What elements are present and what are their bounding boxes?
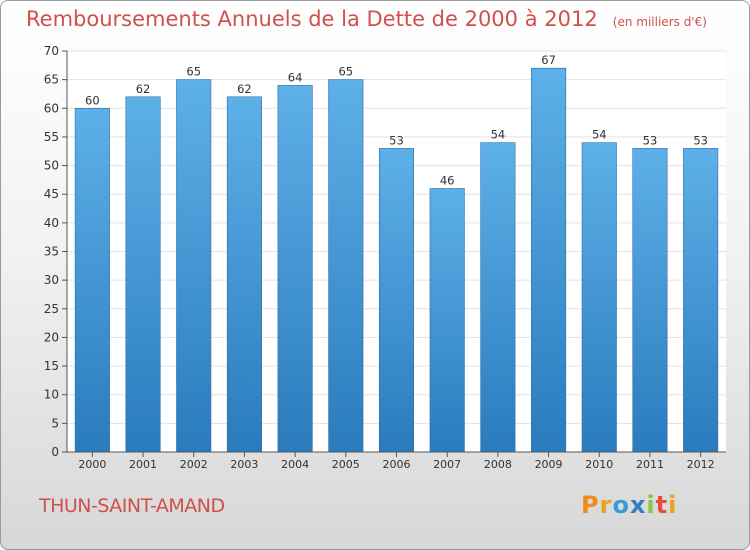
- logo-letter: i: [646, 491, 656, 519]
- bar-2005: [328, 79, 364, 453]
- x-tick-label: 2011: [636, 458, 664, 471]
- y-tick-label: 60: [44, 101, 59, 115]
- bars: [74, 67, 719, 453]
- y-tick-label: 25: [44, 302, 59, 316]
- y-tick-label: 20: [44, 330, 59, 344]
- commune-name: THUN-SAINT-AMAND: [39, 495, 225, 517]
- x-tick-label: 2006: [383, 458, 411, 471]
- bar-2011: [632, 148, 668, 453]
- y-tick-label: 10: [44, 388, 59, 402]
- bar-2003: [226, 96, 262, 453]
- bar-2009: [531, 67, 567, 453]
- bar-2008: [480, 142, 516, 453]
- proxiti-logo: Proxiti: [581, 491, 677, 519]
- logo-letter: r: [599, 491, 613, 519]
- value-label: 53: [389, 133, 404, 147]
- y-tick-label: 45: [44, 187, 59, 201]
- value-label: 67: [541, 53, 556, 67]
- title-row: Remboursements Annuels de la Dette de 20…: [26, 7, 707, 31]
- y-axis-ticks: 0 5 10 15 20 25 30 35 40 45 50 55 60 65 70: [44, 44, 67, 459]
- logo-letter: t: [655, 491, 669, 519]
- bar-2004: [277, 85, 313, 453]
- x-tick-label: 2012: [687, 458, 715, 471]
- logo-letter: o: [612, 491, 630, 519]
- value-label: 65: [186, 65, 201, 79]
- value-label: 65: [338, 65, 353, 79]
- x-tick-label: 2001: [129, 458, 157, 471]
- x-tick-label: 2004: [281, 458, 309, 471]
- value-label: 53: [643, 133, 658, 147]
- bar-2006: [378, 148, 415, 453]
- value-label: 64: [288, 70, 303, 84]
- x-tick-label: 2005: [332, 458, 360, 471]
- value-label: 53: [693, 133, 708, 147]
- bar-2012: [683, 148, 719, 453]
- y-tick-label: 50: [44, 159, 59, 173]
- bar-2001: [125, 96, 161, 453]
- value-label: 62: [237, 82, 252, 96]
- x-axis-ticks: 2000 2001 2002 2003 2004 2005 2006 2007 2008 2009…: [78, 452, 715, 471]
- x-tick-label: 2008: [484, 458, 512, 471]
- value-label: 54: [592, 128, 607, 142]
- y-tick-label: 15: [44, 359, 59, 373]
- value-label: 60: [85, 93, 100, 107]
- logo-letter: P: [581, 491, 600, 519]
- chart-subtitle: (en milliers d'€): [612, 15, 707, 29]
- y-tick-label: 35: [44, 245, 59, 259]
- x-tick-label: 2000: [78, 458, 106, 471]
- y-tick-label: 55: [44, 130, 59, 144]
- bar-2000: [74, 107, 110, 453]
- y-tick-label: 0: [51, 445, 59, 459]
- logo-letter: i: [668, 491, 678, 519]
- x-tick-label: 2007: [433, 458, 461, 471]
- y-tick-label: 40: [44, 216, 59, 230]
- bar-2007: [429, 188, 465, 453]
- chart-title: Remboursements Annuels de la Dette de 20…: [26, 7, 598, 31]
- bar-2010: [581, 142, 617, 453]
- value-labels: 60 62 65 62 64 65 53 46 54 67 54 53 53: [85, 53, 708, 187]
- x-tick-label: 2002: [180, 458, 208, 471]
- bar-2002: [176, 79, 212, 453]
- y-tick-label: 30: [44, 273, 59, 287]
- x-tick-label: 2003: [230, 458, 258, 471]
- value-label: 54: [491, 128, 506, 142]
- x-tick-label: 2010: [585, 458, 613, 471]
- y-tick-label: 70: [44, 44, 59, 58]
- y-tick-label: 65: [44, 73, 59, 87]
- value-label: 46: [440, 173, 455, 187]
- y-tick-label: 5: [51, 416, 59, 430]
- logo-letter: x: [629, 491, 647, 519]
- value-label: 62: [136, 82, 151, 96]
- x-tick-label: 2009: [535, 458, 563, 471]
